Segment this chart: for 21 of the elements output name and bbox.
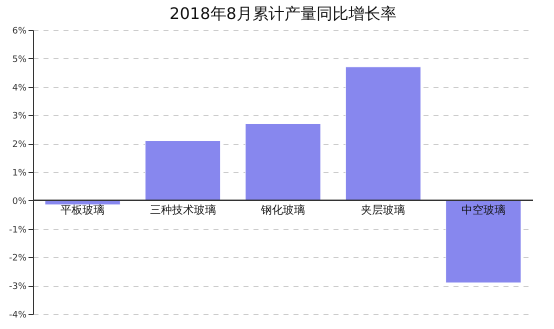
bar bbox=[144, 140, 221, 201]
x-tick-label: 平板玻璃 bbox=[60, 203, 105, 216]
y-tick-label: 2% bbox=[12, 140, 27, 150]
y-tick-label: -3% bbox=[8, 282, 27, 292]
y-tick-label: 0% bbox=[12, 196, 27, 207]
y-tick-label: 5% bbox=[12, 54, 27, 65]
chart-title: 2018年8月累计产量同比增长率 bbox=[170, 4, 396, 23]
y-tick-label: 3% bbox=[12, 112, 27, 122]
bar bbox=[345, 66, 422, 201]
y-tick-label: -4% bbox=[8, 310, 27, 320]
x-tick-label: 夹层玻璃 bbox=[361, 203, 406, 216]
x-tick-label: 钢化玻璃 bbox=[260, 203, 305, 216]
y-tick-label: 6% bbox=[12, 26, 27, 36]
y-tick-label: 4% bbox=[12, 83, 27, 94]
y-tick-label: -2% bbox=[8, 254, 27, 264]
x-tick-label: 三种技术玻璃 bbox=[150, 203, 216, 216]
y-tick-label: -1% bbox=[8, 225, 27, 236]
y-tick-label: 1% bbox=[12, 168, 27, 178]
bar bbox=[446, 200, 522, 284]
x-tick-label: 中空玻璃 bbox=[461, 203, 506, 216]
bar bbox=[245, 123, 321, 201]
